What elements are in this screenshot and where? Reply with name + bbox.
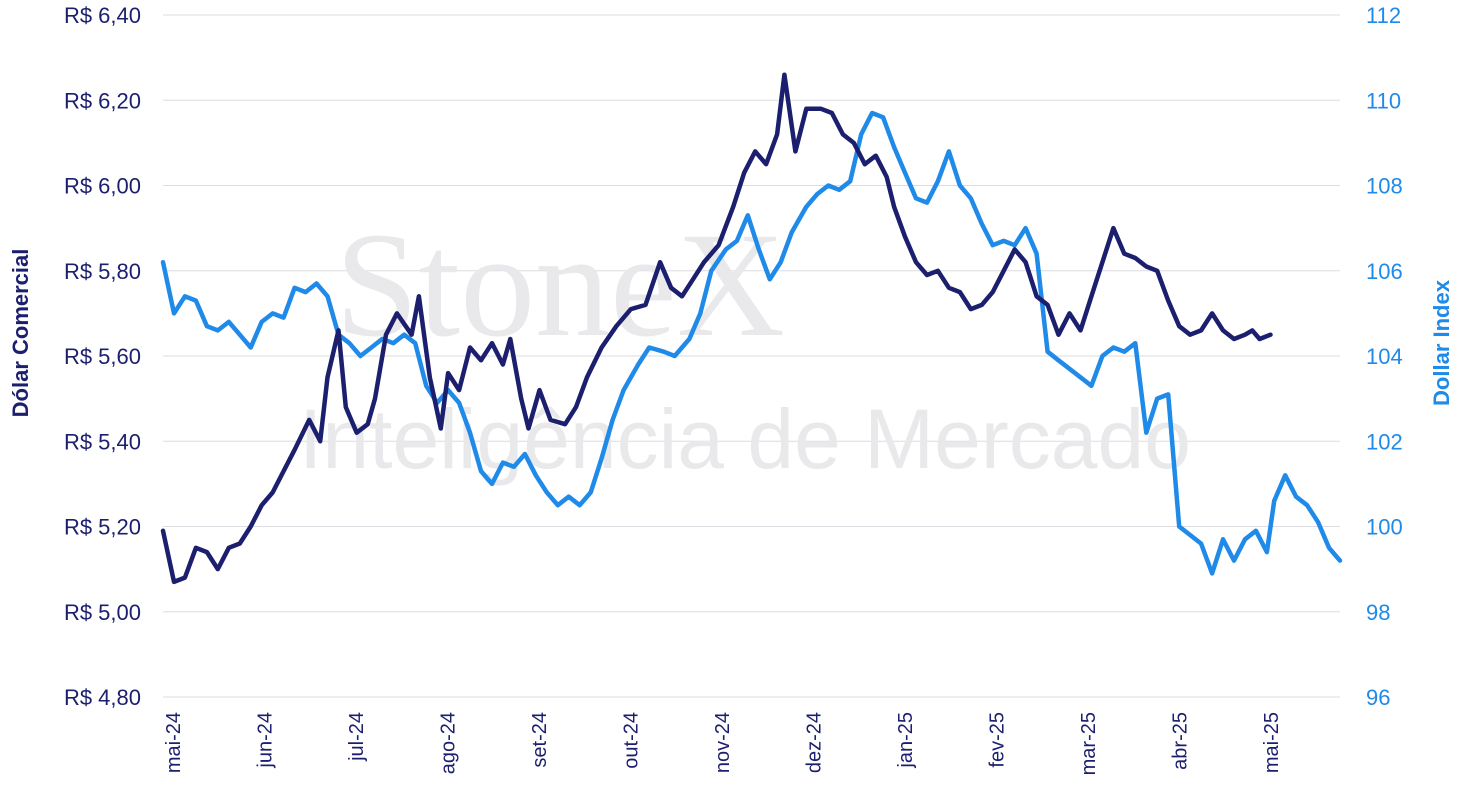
left-axis-ticks: R$ 4,80 R$ 5,00 R$ 5,20 R$ 5,40 R$ 5,60 R$ 5,… xyxy=(64,3,141,710)
right-tick-label: 112 xyxy=(1366,3,1401,28)
x-tick-label: mar-25 xyxy=(1078,712,1100,775)
left-axis-title: Dólar Comercial xyxy=(8,249,33,418)
left-tick-label: R$ 5,40 xyxy=(64,429,141,454)
left-tick-label: R$ 6,00 xyxy=(64,174,141,199)
x-tick-label: abr-25 xyxy=(1170,712,1192,770)
right-tick-label: 110 xyxy=(1366,88,1401,113)
left-tick-label: R$ 5,60 xyxy=(64,344,141,369)
x-tick-label: out-24 xyxy=(621,712,643,769)
right-axis-title: Dollar Index xyxy=(1429,279,1454,406)
right-axis-ticks: 96 98 100 102 104 106 108 110 112 xyxy=(1366,3,1403,710)
right-tick-label: 106 xyxy=(1366,259,1403,284)
series-line-dolar-comercial xyxy=(160,72,1273,585)
x-tick-label: nov-24 xyxy=(712,712,734,773)
right-tick-label: 98 xyxy=(1366,600,1390,625)
right-tick-label: 96 xyxy=(1366,685,1390,710)
right-tick-label: 100 xyxy=(1366,515,1403,540)
x-tick-label: ago-24 xyxy=(438,712,460,774)
left-tick-label: R$ 5,00 xyxy=(64,600,141,625)
series-lines xyxy=(160,72,1343,585)
x-tick-label: jun-24 xyxy=(255,712,277,769)
left-tick-label: R$ 6,20 xyxy=(64,88,141,113)
watermark-brand: StoneX xyxy=(335,202,785,368)
right-tick-label: 102 xyxy=(1366,429,1403,454)
left-tick-label: R$ 6,40 xyxy=(64,3,141,28)
series-line-dollar-index xyxy=(160,110,1343,576)
right-tick-label: 104 xyxy=(1366,344,1403,369)
left-tick-label: R$ 4,80 xyxy=(64,685,141,710)
x-tick-label: jul-24 xyxy=(346,712,368,762)
x-tick-label: mai-24 xyxy=(163,712,185,773)
left-tick-label: R$ 5,20 xyxy=(64,515,141,540)
x-tick-label: set-24 xyxy=(529,712,551,768)
left-tick-label: R$ 5,80 xyxy=(64,259,141,284)
x-tick-label: fev-25 xyxy=(987,712,1009,768)
x-tick-label: jan-25 xyxy=(895,712,917,769)
x-tick-label: dez-24 xyxy=(804,712,826,773)
x-axis-ticks: mai-24 jun-24 jul-24 ago-24 set-24 out-24 nov-… xyxy=(163,712,1283,775)
x-tick-label: mai-25 xyxy=(1261,712,1283,773)
watermark-subtitle: Inteligência de Mercado xyxy=(299,392,1191,486)
watermark: StoneX Inteligência de Mercado xyxy=(299,202,1191,486)
right-tick-label: 108 xyxy=(1366,174,1403,199)
